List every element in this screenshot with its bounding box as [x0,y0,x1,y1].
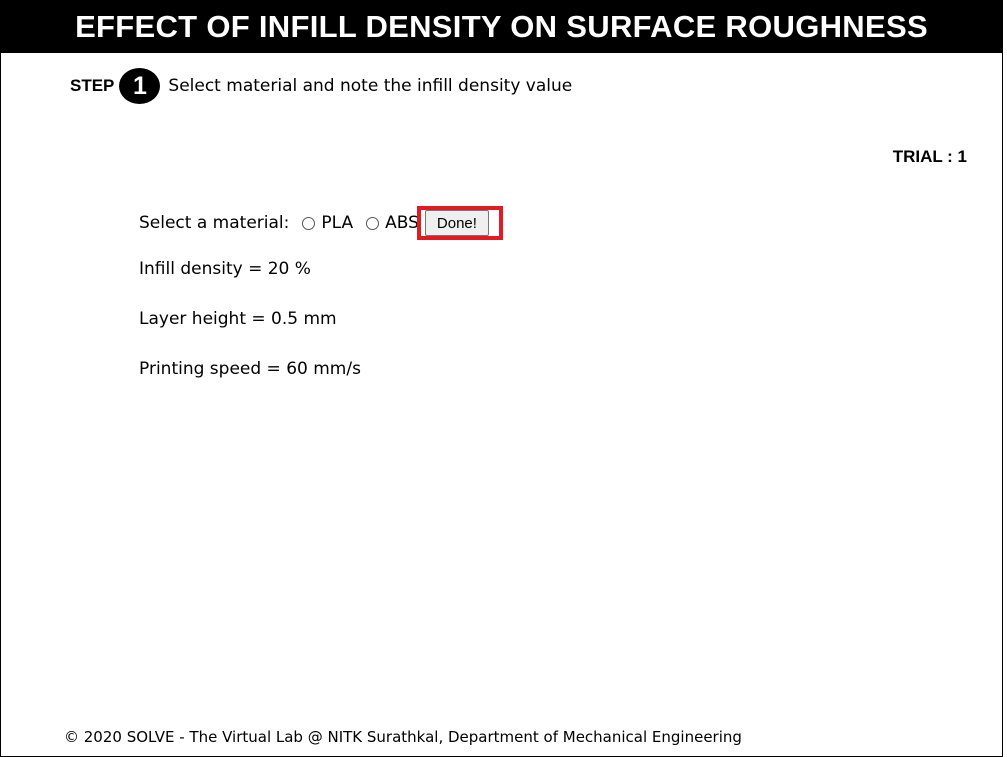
step-row: STEP 1 Select material and note the infi… [70,68,572,104]
material-prompt: Select a material: [139,213,290,233]
step-number-badge: 1 [119,68,161,104]
step-instruction: Select material and note the infill dens… [168,76,573,96]
radio-abs[interactable] [366,216,380,230]
printing-speed-value: Printing speed = 60 mm/s [139,359,361,379]
radio-pla-label[interactable]: PLA [321,213,354,233]
done-button-highlight: Done! [416,206,503,240]
step-label: STEP [70,76,115,95]
layer-height-value: Layer height = 0.5 mm [139,309,337,329]
infill-density-value: Infill density = 20 % [139,259,311,279]
trial-indicator: TRIAL : 1 [892,147,967,166]
radio-pla[interactable] [302,216,316,230]
material-selector: Select a material: PLA ABS Done! [139,206,505,240]
page-title: EFFECT OF INFILL DENSITY ON SURFACE ROUG… [75,8,928,44]
title-bar: EFFECT OF INFILL DENSITY ON SURFACE ROUG… [0,0,1003,53]
footer-copyright: © 2020 SOLVE - The Virtual Lab @ NITK Su… [64,728,742,746]
done-button[interactable]: Done! [424,210,489,236]
radio-abs-label[interactable]: ABS [385,213,419,233]
